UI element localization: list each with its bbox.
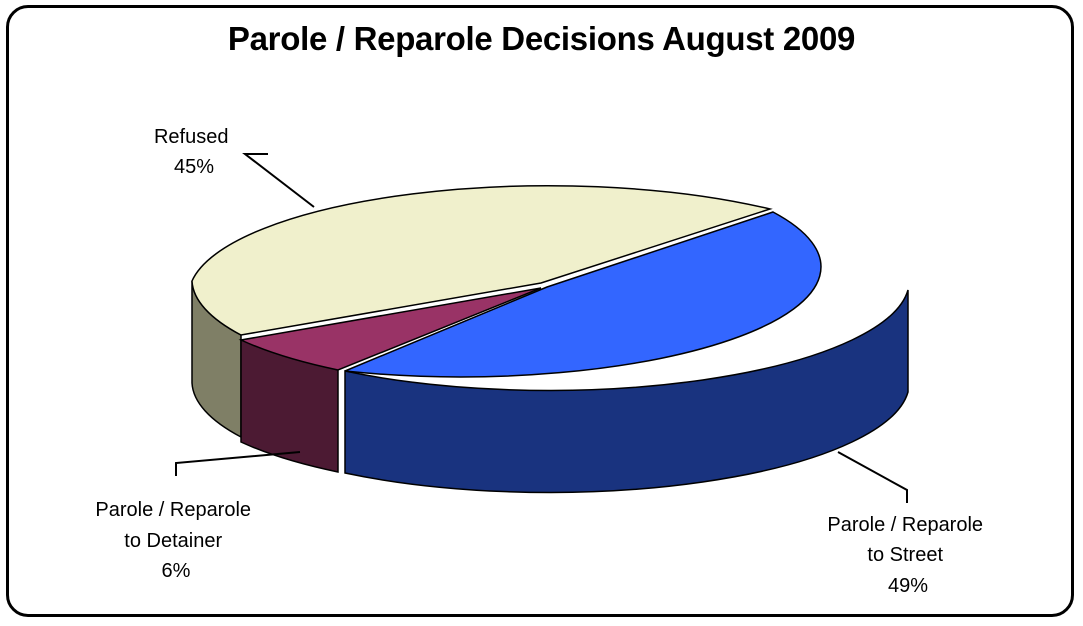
slice-street-top [344,211,822,378]
slice-refused-top [191,185,773,336]
leader-line-detainer [175,451,301,476]
slice-detainer-top [238,287,542,371]
leader-line-street [837,451,908,503]
slice-label-refused: Refused 45% [154,126,234,178]
slice-label-street: Parole / Reparole to Street 49% [827,514,988,597]
chart-title: Parole / Reparole Decisions August 2009 [227,20,856,57]
slice-detainer-side [240,338,339,473]
slice-street-side [344,289,909,494]
leader-line-refused [242,153,315,208]
slice-label-detainer: Parole / Reparole to Detainer 6% [95,499,256,582]
